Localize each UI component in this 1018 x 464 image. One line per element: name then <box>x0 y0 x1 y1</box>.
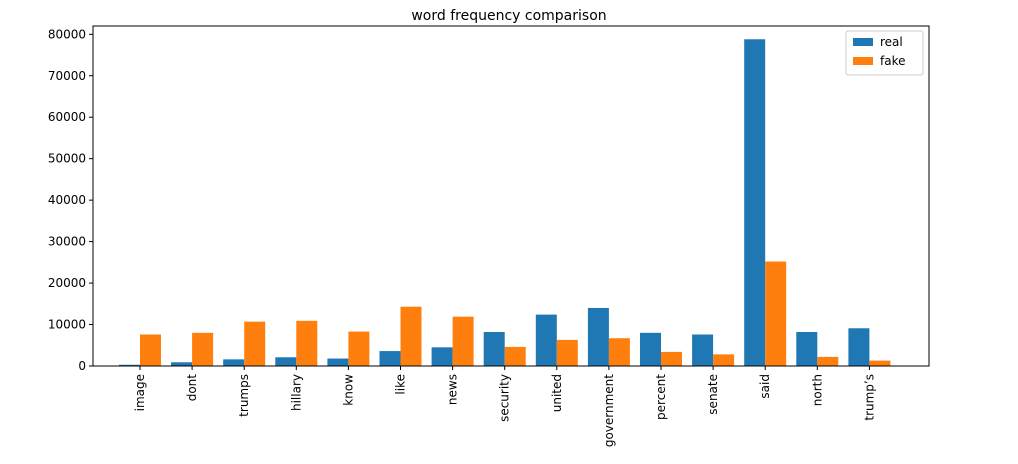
y-axis: 0 10000 20000 30000 40000 50000 60000 70000 8000… <box>48 27 93 373</box>
bar-real-united <box>535 314 557 366</box>
bar-real-said <box>744 39 766 367</box>
bar-fake-dont <box>192 332 214 366</box>
x-tick-label-4: know <box>341 374 355 406</box>
bar-real-security <box>483 332 505 366</box>
y-tick-label: 30000 <box>48 235 86 249</box>
bar-fake-image <box>140 334 161 366</box>
x-tick-label-0: image <box>133 374 147 411</box>
y-tick-label: 60000 <box>48 110 86 124</box>
x-tick-label-7: security <box>498 374 512 422</box>
bar-real-know <box>327 358 349 366</box>
bar-fake-senate <box>713 354 735 366</box>
x-tick-label-13: north <box>810 374 824 406</box>
y-tick-label: 20000 <box>48 276 86 290</box>
bar-fake-know <box>348 331 370 366</box>
bar-fake-news <box>452 316 474 366</box>
bar-real-dont <box>171 362 193 366</box>
bar-fake-government <box>608 338 630 366</box>
x-tick-label-1: dont <box>185 374 199 402</box>
x-tick-label-2: trumps <box>237 374 251 417</box>
legend-label-real: real <box>880 35 903 49</box>
bar-real-hillary <box>275 357 297 366</box>
x-axis: image dont trumps hillary know like news securi… <box>133 366 876 447</box>
bar-real-news <box>431 347 453 366</box>
x-tick-label-6: news <box>446 374 460 405</box>
x-tick-label-11: senate <box>706 374 720 415</box>
bar-fake-trump’s <box>869 360 891 366</box>
legend-swatch-real <box>853 38 873 46</box>
bar-real-trump’s <box>848 328 870 366</box>
bar-real-north <box>796 332 818 366</box>
bar-fake-like <box>400 306 422 366</box>
legend-swatch-fake <box>853 57 873 65</box>
x-tick-label-12: said <box>758 374 772 399</box>
bar-real-percent <box>640 332 661 366</box>
chart-title: word frequency comparison <box>411 8 606 24</box>
x-tick-label-5: like <box>394 374 408 395</box>
x-tick-label-9: government <box>602 374 616 447</box>
y-tick-label: 10000 <box>48 318 86 332</box>
bar-real-senate <box>692 334 714 366</box>
bars-group <box>119 39 891 367</box>
bar-real-like <box>379 351 401 366</box>
bar-fake-united <box>556 339 578 366</box>
bar-fake-hillary <box>296 320 318 366</box>
legend-label-fake: fake <box>880 54 905 68</box>
bar-fake-trumps <box>244 321 266 366</box>
y-tick-label: 80000 <box>48 27 86 41</box>
bar-real-image <box>119 364 140 366</box>
bar-fake-said <box>765 261 787 366</box>
y-tick-label: 70000 <box>48 69 86 83</box>
x-tick-label-10: percent <box>654 374 668 420</box>
bar-real-trumps <box>223 359 245 366</box>
x-tick-label-3: hillary <box>289 374 303 411</box>
bar-fake-security <box>504 346 526 366</box>
y-tick-label: 0 <box>78 359 86 373</box>
x-tick-label-14: trump’s <box>862 374 876 421</box>
x-tick-label-8: united <box>550 374 564 412</box>
y-tick-label: 40000 <box>48 193 86 207</box>
bar-fake-north <box>817 356 839 366</box>
plot-frame <box>92 25 930 367</box>
bar-real-government <box>587 307 609 366</box>
y-tick-label: 50000 <box>48 152 86 166</box>
legend: real fake <box>845 30 924 76</box>
bar-fake-percent <box>661 351 682 366</box>
